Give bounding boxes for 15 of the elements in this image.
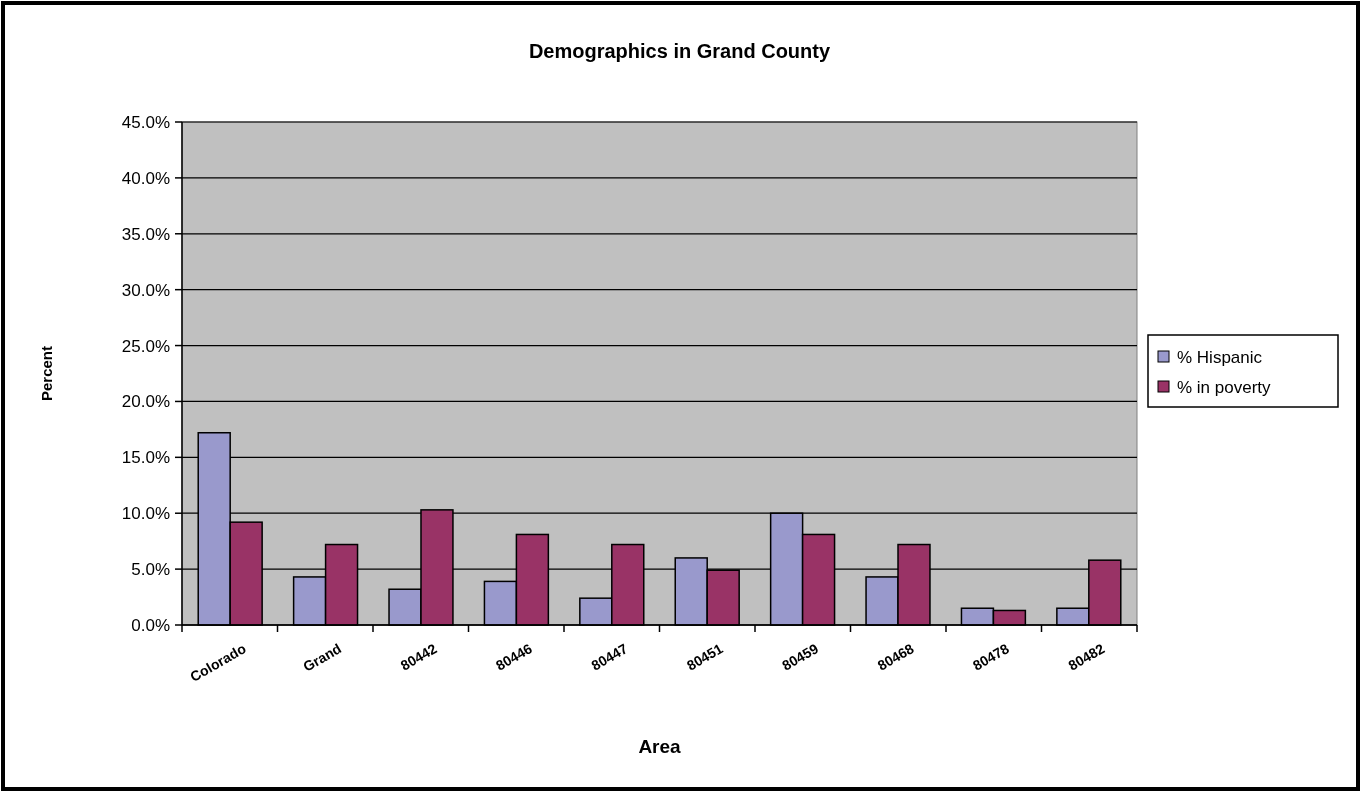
- y-tick-label: 20.0%: [121, 392, 170, 412]
- y-tick-label: 25.0%: [121, 336, 170, 356]
- x-axis-title: Area: [638, 736, 682, 757]
- legend-label: % in poverty: [1177, 377, 1272, 397]
- y-tick-label: 5.0%: [131, 560, 170, 580]
- y-tick-label: 40.0%: [121, 168, 170, 188]
- y-tick-label: 35.0%: [121, 224, 170, 244]
- y-tick-label: 10.0%: [121, 504, 170, 524]
- y-tick-label: 15.0%: [121, 448, 170, 468]
- y-tick-label: 0.0%: [131, 615, 170, 635]
- y-tick-label: 45.0%: [121, 112, 170, 132]
- y-axis-title: Percent: [38, 345, 55, 402]
- chart-title: Demographics in Grand County: [528, 40, 831, 62]
- legend-label: % Hispanic: [1177, 347, 1263, 367]
- y-tick-label: 30.0%: [121, 280, 170, 300]
